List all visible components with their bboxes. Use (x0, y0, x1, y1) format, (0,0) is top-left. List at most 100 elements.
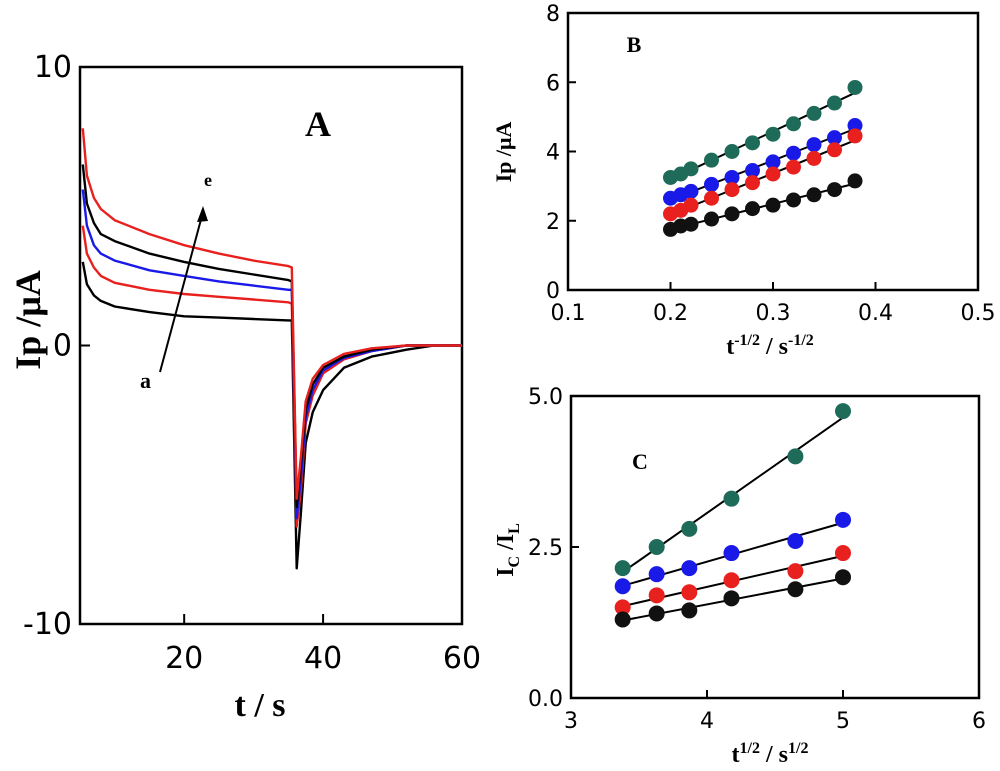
data-point (681, 602, 698, 619)
data-point (827, 95, 842, 111)
y-tick-label: -10 (23, 607, 72, 642)
data-point (847, 118, 863, 134)
panel-b-y-axis-title: Ip /μA (491, 122, 516, 183)
data-point (723, 590, 740, 607)
panel-c-series (614, 403, 851, 628)
data-point (786, 145, 801, 161)
data-point (745, 201, 760, 217)
series-line-1 (81, 261, 462, 570)
data-point (745, 135, 760, 151)
x-tick-label: 0.2 (653, 301, 688, 326)
data-point (835, 511, 851, 528)
data-point (704, 211, 719, 227)
data-point (704, 152, 719, 168)
x-tick-label: 4 (700, 709, 714, 734)
panel-c-y-axis-title: IC /IL (493, 523, 523, 577)
panel-c-x-axis-title: t1/2 / s1/2 (732, 740, 809, 768)
x-tick-label: 40 (304, 641, 342, 676)
data-point (786, 192, 801, 208)
data-point (847, 173, 863, 189)
data-point (765, 197, 781, 213)
data-point (827, 182, 842, 198)
y-tick-label: 6 (546, 71, 560, 96)
panel-b-series (663, 79, 863, 237)
data-point (806, 187, 822, 203)
data-point (765, 126, 781, 142)
series-line-4 (81, 164, 462, 509)
data-point (765, 154, 781, 170)
panel-a-ticks: 20 40 60 10 0 -10 (23, 50, 481, 676)
panel-a-y-axis-title: Ip /μA (8, 270, 48, 369)
data-point (835, 569, 851, 586)
panel-b-x-axis-title: t-1/2 / s-1/2 (726, 332, 814, 360)
fit-line-3 (670, 139, 856, 216)
data-point (704, 176, 719, 192)
y-tick-label: 2 (546, 210, 560, 235)
data-point (704, 190, 719, 206)
fit-line-2 (670, 127, 856, 201)
panel-b-letter: B (627, 32, 642, 57)
data-point (683, 161, 699, 177)
x-tick-label: 5 (836, 709, 850, 734)
data-point (765, 166, 781, 182)
data-point (648, 539, 665, 555)
data-point (648, 605, 665, 622)
panel-a-series (81, 128, 462, 570)
y-tick-label: 0.0 (528, 687, 563, 712)
data-point (847, 79, 863, 95)
panel-a-x-axis-title: t / s (235, 687, 286, 724)
y-tick-label: 2.5 (528, 536, 563, 561)
data-point (787, 532, 804, 549)
data-point (683, 197, 699, 213)
data-point (723, 545, 740, 562)
y-tick-label: 0 (53, 329, 72, 364)
data-point (806, 150, 822, 166)
panel-a-annotation-a: a (140, 368, 151, 393)
panel-b-chart: 0.1 0.2 0.3 0.4 0.5 0 2 4 6 8 B t-1/2 / s-1/2 Ip … (491, 2, 996, 360)
x-tick-label: 0.5 (961, 301, 996, 326)
x-tick-label: 3 (564, 709, 578, 734)
data-point (786, 159, 801, 175)
panel-c-frame (569, 394, 981, 700)
panel-a-chart: 20 40 60 10 0 -10 A a e t / s Ip /μA (8, 50, 481, 724)
panel-a-trend-arrow (159, 211, 204, 373)
y-tick-label: 8 (546, 2, 560, 27)
data-point (683, 216, 699, 232)
x-tick-label: 0.1 (551, 301, 586, 326)
data-point (683, 183, 699, 199)
fit-line-4 (670, 182, 856, 231)
y-tick-label: 0 (546, 279, 560, 304)
series-line-5 (81, 128, 462, 500)
y-tick-label: 4 (546, 141, 560, 166)
data-point (827, 142, 842, 158)
data-point (847, 128, 863, 144)
data-point (648, 587, 665, 604)
data-point (681, 520, 698, 537)
data-point (614, 611, 631, 628)
data-point (681, 560, 698, 577)
series-line-3 (81, 189, 462, 520)
data-point (723, 490, 740, 507)
x-tick-label: 60 (443, 641, 481, 676)
x-tick-label: 0.4 (858, 301, 893, 326)
data-point (787, 581, 804, 598)
data-point (724, 182, 740, 198)
panel-c-letter: C (632, 449, 648, 474)
data-point (724, 206, 740, 222)
y-tick-label: 10 (34, 50, 72, 85)
data-point (835, 545, 851, 562)
data-point (681, 584, 698, 601)
x-tick-label: 0.3 (756, 301, 791, 326)
data-point (835, 403, 851, 420)
panel-c-ticks: 3 4 5 6 0.0 2.5 5.0 (528, 385, 986, 734)
panel-a-letter: A (305, 104, 331, 144)
data-point (614, 578, 631, 595)
x-tick-label: 6 (972, 709, 986, 734)
data-point (614, 560, 631, 577)
data-point (723, 572, 740, 589)
x-tick-label: 20 (165, 641, 203, 676)
data-point (745, 163, 760, 179)
data-point (806, 137, 822, 153)
panel-b-ticks: 0.1 0.2 0.3 0.4 0.5 0 2 4 6 8 (546, 2, 996, 326)
